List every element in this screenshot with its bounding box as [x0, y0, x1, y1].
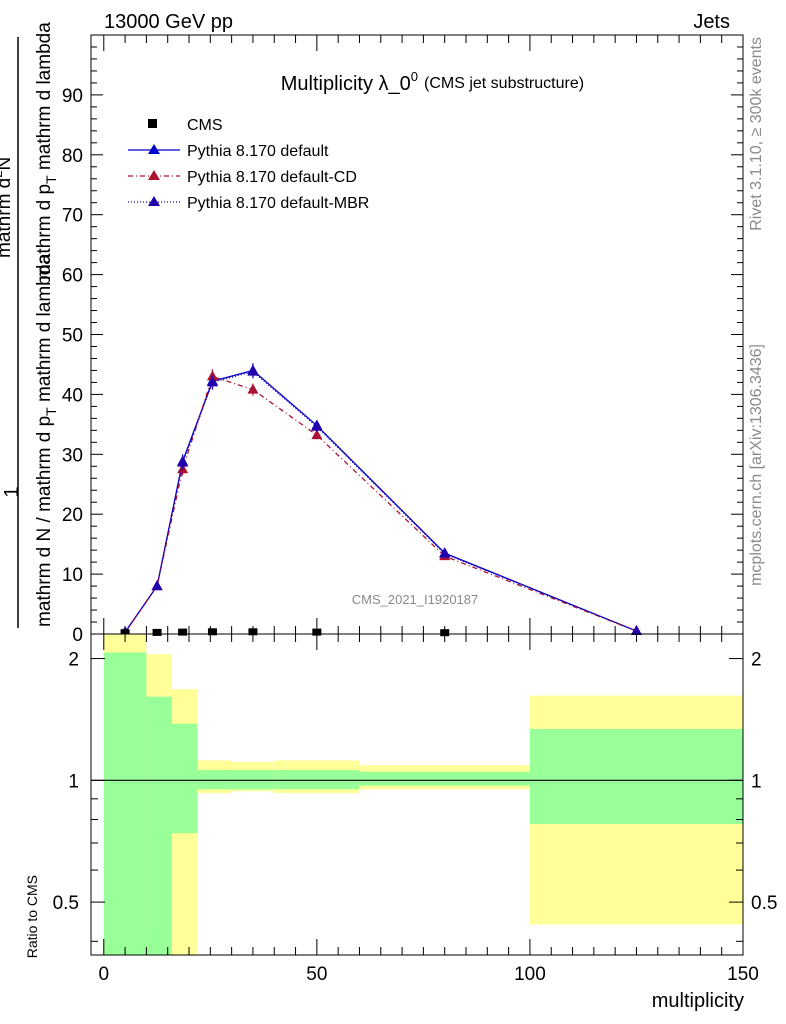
data-point [247, 365, 259, 376]
ratio-x-axis: 0 50 100 150 [98, 634, 759, 985]
legend-marker-mbr [148, 196, 160, 206]
chart-title-paren: (CMS jet substructure) [424, 75, 584, 92]
ratio-plot-frame [90, 633, 744, 956]
y-tick-label: 70 [62, 206, 83, 227]
ratio-bands [103, 634, 743, 955]
y-tick-label: 10 [62, 565, 83, 586]
data-point [439, 547, 451, 558]
category-label: Jets [693, 11, 730, 33]
legend-label-cms: CMS [187, 117, 223, 134]
y-tick-label: 0 [72, 625, 83, 646]
legend: CMS Pythia 8.170 default Pythia 8.170 de… [128, 117, 369, 212]
series-line [124, 370, 637, 633]
data-point [151, 580, 163, 591]
cms-data-point [312, 628, 322, 636]
y-axis-label: 1 mathrm d N / mathrm d pT mathrm d lamb… [0, 22, 59, 628]
rivet-label: Rivet 3.1.10, ≥ 300k events [748, 37, 765, 231]
legend-label-default: Pythia 8.170 default [187, 143, 329, 160]
y-label-numerator-1: mathrm d2N [0, 157, 15, 258]
y-tick-label: 30 [62, 445, 83, 466]
ratio-band-inner [231, 770, 275, 790]
ratio-band-inner [197, 770, 232, 790]
cms-data-point [207, 628, 217, 636]
energy-label: 13000 GeV pp [104, 11, 233, 33]
cms-data-point [440, 629, 450, 637]
legend-marker-cms [148, 119, 157, 128]
data-point [311, 429, 323, 440]
cms-data-point [178, 628, 188, 636]
y-tick-label: 20 [62, 505, 83, 526]
cms-data-point [120, 629, 130, 637]
chart-title: Multiplicity λ_00 [281, 69, 418, 95]
chart-title-sup: 0 [411, 69, 418, 84]
ratio-band-inner [171, 723, 198, 834]
ratio-plot: 0.5 1 2 0.5 1 2 0 50 100 150 Ratio to CMS multip… [24, 633, 777, 1012]
y-tick-label: 60 [62, 266, 83, 287]
ratio-y-tick-label-right: 1 [751, 771, 762, 792]
y-tick-label: 80 [62, 146, 83, 167]
y-tick-label: 40 [62, 385, 83, 406]
ratio-band-inner [146, 696, 172, 955]
main-y-axis: 0 10 20 30 40 50 60 70 80 90 [62, 46, 743, 646]
ratio-y-tick-label: 0.5 [53, 893, 79, 914]
y-tick-label: 50 [62, 326, 83, 347]
legend-label-mbr: Pythia 8.170 default-MBR [187, 195, 369, 212]
ratio-band-inner [103, 652, 147, 955]
ratio-y-tick-label-right: 0.5 [751, 893, 777, 914]
cms-data-point [152, 628, 162, 636]
legend-label-cd: Pythia 8.170 default-CD [187, 169, 357, 186]
y-label-denominator: mathrm d N / mathrm d pT mathrm d lambda [34, 254, 59, 627]
data-point [177, 456, 189, 467]
data-point [311, 420, 323, 431]
ratio-band-inner [274, 770, 360, 790]
x-tick-label: 100 [514, 964, 546, 985]
main-plot: 0 10 20 30 40 50 60 70 80 90 Multiplicity λ_00 (C… [62, 34, 744, 646]
y-label-one: 1 [1, 486, 23, 497]
ratio-y-tick-label: 2 [68, 650, 79, 671]
ratio-y-tick-label: 1 [68, 771, 79, 792]
ratio-band-inner [529, 728, 743, 824]
x-tick-label: 150 [727, 964, 759, 985]
ratio-y-axis: 0.5 1 2 0.5 1 2 [53, 650, 777, 942]
data-point [206, 376, 218, 387]
ratio-band-inner [359, 771, 530, 786]
source-label: mcplots.cern.ch [arXiv:1306.3436] [748, 344, 765, 586]
series-line [124, 375, 637, 633]
ratio-y-label: Ratio to CMS [24, 875, 40, 958]
x-tick-label: 0 [98, 964, 109, 985]
cms-data-point [248, 628, 258, 636]
legend-marker-cd [148, 170, 160, 180]
series-layer [119, 363, 642, 637]
legend-marker-default [148, 144, 160, 154]
analysis-tag: CMS_2021_I1920187 [352, 592, 479, 607]
x-tick-label: 50 [306, 964, 327, 985]
y-label-numerator-2: mathrm d pT mathrm d lambda [34, 22, 59, 280]
y-tick-label: 90 [62, 86, 83, 107]
data-point [247, 383, 259, 394]
ratio-y-tick-label-right: 2 [751, 650, 762, 671]
x-axis-label: multiplicity [652, 990, 744, 1012]
data-point [630, 625, 642, 636]
